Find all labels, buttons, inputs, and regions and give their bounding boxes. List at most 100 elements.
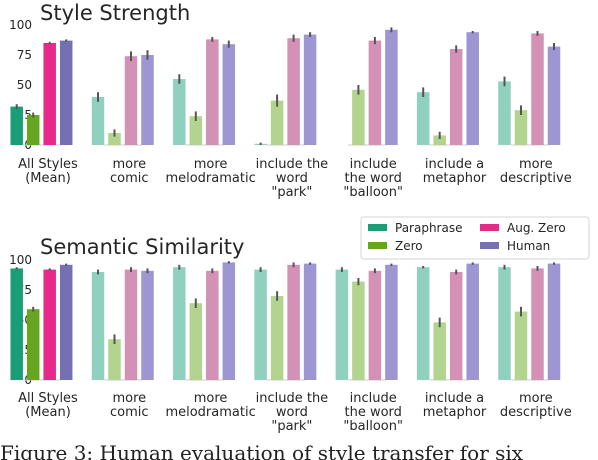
bar [449,49,463,145]
bar [547,263,561,380]
bar [222,262,236,380]
bar [91,272,105,380]
bar [466,263,479,380]
bar [385,29,398,145]
bar [416,92,430,145]
bar [173,267,186,380]
bar [59,264,73,380]
bar [449,272,463,380]
bar [43,269,56,380]
x-tick-label: the word [344,405,401,420]
bar [287,38,300,146]
x-tick-label: All Styles [18,391,78,406]
legend-swatch [368,224,387,231]
bar [206,39,219,145]
chart-title: Semantic Similarity [40,235,244,259]
figure: Style Strength0255075100All Styles(Mean)… [9,1,590,434]
bar [206,270,219,380]
bar [531,268,544,380]
bar [173,79,186,145]
x-tick-label: word [276,405,308,420]
x-tick-label: include the [256,391,329,406]
x-tick-label: metaphor [423,171,487,186]
bar [433,135,446,145]
x-tick-label: "park" [271,419,312,434]
legend-label: Paraphrase [395,221,462,235]
x-tick-label: "balloon" [343,419,403,434]
bar [368,270,382,380]
bar [270,296,284,380]
bar [26,309,40,380]
bar [124,269,138,380]
legend-label: Aug. Zero [507,221,566,235]
x-tick-label: include the [256,157,329,172]
bar [385,264,398,380]
x-tick-label: include a [425,391,484,406]
bar [368,40,382,145]
figure-caption: Figure 3: Human evaluation of style tran… [0,441,524,460]
bar [335,269,349,380]
bar [498,267,511,380]
x-tick-label: comic [110,405,149,420]
bar [189,116,203,145]
x-tick-label: melodramatic [165,405,255,420]
bar [514,311,528,380]
x-tick-label: the word [344,171,401,186]
bar [91,97,105,145]
bar [352,89,365,145]
legend-label: Zero [395,239,423,253]
x-tick-label: comic [110,171,149,186]
chart-title: Style Strength [40,1,190,25]
y-tick-label: 100 [9,18,32,32]
y-tick-label: 50 [17,78,32,92]
legend-box [360,216,590,260]
bar [303,34,317,145]
bar [416,267,430,380]
x-tick-label: more [112,391,146,406]
x-tick-label: more [194,391,228,406]
bar [141,270,154,380]
x-tick-label: descriptive [500,171,572,186]
bar [498,81,511,145]
bar [222,44,236,146]
bar [59,40,73,145]
x-tick-label: include [350,391,397,406]
x-tick-label: (Mean) [25,405,71,420]
legend-swatch [480,242,499,249]
bar [547,46,561,145]
legend-swatch [368,242,387,249]
bar [287,264,300,380]
legend-swatch [480,224,499,231]
bar [514,110,528,145]
bar [303,263,317,380]
bar [270,100,284,145]
x-tick-label: (Mean) [25,171,71,186]
x-tick-label: metaphor [423,405,487,420]
legend-label: Human [507,239,550,253]
y-tick-label: 100 [9,253,32,267]
bar [108,133,121,145]
bar [466,32,479,146]
bar [141,55,154,145]
bar [26,115,40,145]
bar [189,303,203,380]
x-tick-label: include [350,157,397,172]
x-tick-label: more [194,157,228,172]
bar [531,33,544,145]
bar [352,281,365,380]
x-tick-label: word [276,171,308,186]
bar [10,268,23,380]
x-tick-label: melodramatic [165,171,255,186]
x-tick-label: include a [425,157,484,172]
x-tick-label: more [112,157,146,172]
x-tick-label: "balloon" [343,185,403,200]
bar [10,106,23,145]
x-tick-label: descriptive [500,405,572,420]
y-tick-label: 75 [17,48,32,62]
x-tick-label: All Styles [18,157,78,172]
bar [108,339,121,380]
x-tick-label: more [519,157,553,172]
x-tick-label: more [519,391,553,406]
bar [254,269,267,380]
bar [124,56,138,146]
